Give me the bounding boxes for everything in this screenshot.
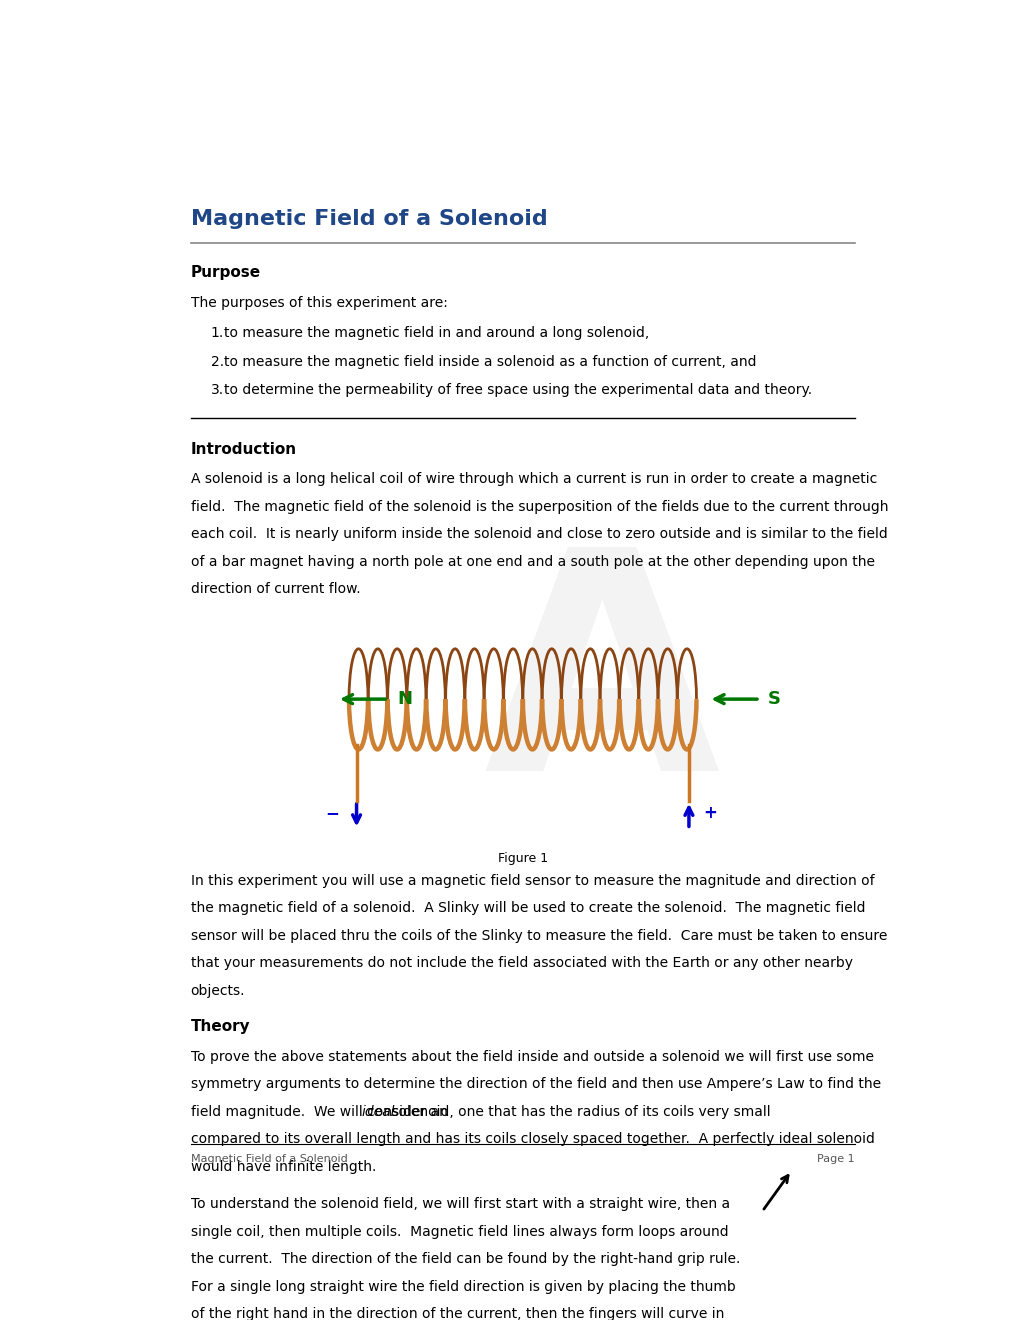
Text: objects.: objects. <box>191 983 245 998</box>
Text: +: + <box>702 804 716 822</box>
Text: to measure the magnetic field inside a solenoid as a function of current, and: to measure the magnetic field inside a s… <box>224 355 756 368</box>
Text: 3.: 3. <box>210 383 223 397</box>
Text: each coil.  It is nearly uniform inside the solenoid and close to zero outside a: each coil. It is nearly uniform inside t… <box>191 528 887 541</box>
Text: Magnetic Field of a Solenoid: Magnetic Field of a Solenoid <box>191 1155 347 1164</box>
Ellipse shape <box>756 1195 770 1238</box>
Ellipse shape <box>726 1232 785 1320</box>
Text: of the right hand in the direction of the current, then the fingers will curve i: of the right hand in the direction of th… <box>191 1307 723 1320</box>
Text: Magnetic Field of a Solenoid: Magnetic Field of a Solenoid <box>191 210 547 230</box>
Ellipse shape <box>740 1197 754 1239</box>
Text: 2.: 2. <box>210 355 223 368</box>
Ellipse shape <box>725 1199 739 1242</box>
Text: Page 1: Page 1 <box>816 1155 854 1164</box>
Text: solenoid, one that has the radius of its coils very small: solenoid, one that has the radius of its… <box>386 1105 769 1119</box>
Text: In this experiment you will use a magnetic field sensor to measure the magnitude: In this experiment you will use a magnet… <box>191 874 873 888</box>
Text: single coil, then multiple coils.  Magnetic field lines always form loops around: single coil, then multiple coils. Magnet… <box>191 1225 728 1238</box>
Text: compared to its overall length and has its coils closely spaced together.  A per: compared to its overall length and has i… <box>191 1133 873 1146</box>
Text: A solenoid is a long helical coil of wire through which a current is run in orde: A solenoid is a long helical coil of wir… <box>191 473 876 487</box>
Text: the current.  The direction of the field can be found by the right-hand grip rul: the current. The direction of the field … <box>191 1253 740 1266</box>
Text: Figure 1: Figure 1 <box>497 851 547 865</box>
Ellipse shape <box>766 1195 789 1247</box>
Text: Purpose: Purpose <box>191 265 261 280</box>
Text: The purposes of this experiment are:: The purposes of this experiment are: <box>191 296 447 310</box>
Text: N: N <box>397 690 413 708</box>
Text: direction of current flow.: direction of current flow. <box>191 582 360 597</box>
Text: field magnitude.  We will consider an: field magnitude. We will consider an <box>191 1105 451 1119</box>
Text: to determine the permeability of free space using the experimental data and theo: to determine the permeability of free sp… <box>224 383 811 397</box>
Text: the magnetic field of a solenoid.  A Slinky will be used to create the solenoid.: the magnetic field of a solenoid. A Slin… <box>191 902 864 916</box>
Text: would have infinite length.: would have infinite length. <box>191 1160 376 1173</box>
Text: S: S <box>767 690 780 708</box>
Text: to measure the magnetic field in and around a long solenoid,: to measure the magnetic field in and aro… <box>224 326 648 341</box>
Text: Theory: Theory <box>191 1019 250 1035</box>
Text: 1.: 1. <box>210 326 223 341</box>
Text: that your measurements do not include the field associated with the Earth or any: that your measurements do not include th… <box>191 957 852 970</box>
Text: symmetry arguments to determine the direction of the field and then use Ampere’s: symmetry arguments to determine the dire… <box>191 1077 880 1092</box>
Text: field.  The magnetic field of the solenoid is the superposition of the fields du: field. The magnetic field of the solenoi… <box>191 500 888 513</box>
Text: For a single long straight wire the field direction is given by placing the thum: For a single long straight wire the fiel… <box>191 1279 735 1294</box>
Text: A: A <box>483 539 719 836</box>
Text: ideal: ideal <box>362 1105 395 1119</box>
Text: −: − <box>325 804 339 822</box>
Text: of a bar magnet having a north pole at one end and a south pole at the other dep: of a bar magnet having a north pole at o… <box>191 554 874 569</box>
Text: To understand the solenoid field, we will first start with a straight wire, then: To understand the solenoid field, we wil… <box>191 1197 730 1212</box>
Ellipse shape <box>770 1193 785 1236</box>
Text: To prove the above statements about the field inside and outside a solenoid we w: To prove the above statements about the … <box>191 1049 873 1064</box>
Text: Introduction: Introduction <box>191 442 297 457</box>
Text: sensor will be placed thru the coils of the Slinky to measure the field.  Care m: sensor will be placed thru the coils of … <box>191 929 887 942</box>
